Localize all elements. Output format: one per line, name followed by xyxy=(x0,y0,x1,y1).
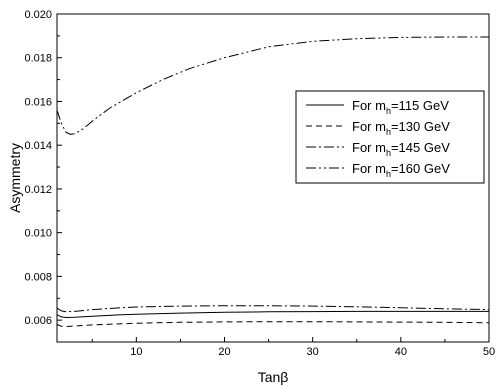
y-tick-label: 0.014 xyxy=(24,140,52,152)
axis-ticks: 10 20 30 40 50 0.006 0.008 0.010 0.012 0.014 0.016… xyxy=(24,9,495,358)
series-line-1 xyxy=(56,310,489,319)
y-axis-title: Asymmetry xyxy=(7,143,23,213)
x-axis-title: Tanβ xyxy=(258,369,289,385)
plot-frame xyxy=(56,13,490,343)
legend-entry: For mh=130 GeV xyxy=(352,119,450,137)
series-line-2 xyxy=(56,321,490,328)
y-tick-label: 0.016 xyxy=(24,96,52,108)
legend-text-subscript: h xyxy=(386,148,391,158)
y-tick-label: 0.018 xyxy=(24,53,52,65)
y-tick-label: 0.012 xyxy=(24,184,52,196)
legend-box xyxy=(295,90,485,184)
x-tick-label: 30 xyxy=(307,346,319,358)
legend-text-subscript: h xyxy=(386,106,391,116)
x-tick-label: 10 xyxy=(130,346,142,358)
legend-text-suffix: =145 GeV xyxy=(391,140,450,155)
series-layer xyxy=(56,36,490,328)
legend-text-suffix: =130 GeV xyxy=(391,119,450,134)
legend-text-prefix: For m xyxy=(352,98,386,113)
y-tick-label: 0.010 xyxy=(24,228,52,240)
y-tick-label: 0.006 xyxy=(24,315,52,327)
legend-text-suffix: =160 GeV xyxy=(391,161,450,176)
legend-entry: For mh=160 GeV xyxy=(352,161,450,179)
x-tick-label: 40 xyxy=(395,346,407,358)
legend-text-prefix: For m xyxy=(352,161,386,176)
legend-entry: For mh=145 GeV xyxy=(352,140,450,158)
plot-area xyxy=(56,13,490,343)
legend-text-subscript: h xyxy=(386,127,391,137)
legend-text-suffix: =115 GeV xyxy=(391,98,449,113)
legend-entry: For mh=115 GeV xyxy=(352,98,449,116)
legend-text-subscript: h xyxy=(386,169,391,179)
series-line-4 xyxy=(56,36,489,135)
x-tick-label: 50 xyxy=(483,346,495,358)
legend-text-prefix: For m xyxy=(352,119,386,134)
series-line-3 xyxy=(56,305,490,313)
x-tick-label: 20 xyxy=(218,346,230,358)
y-tick-label: 0.020 xyxy=(24,9,52,21)
y-tick-label: 0.008 xyxy=(24,271,52,283)
legend-text-prefix: For m xyxy=(352,140,386,155)
